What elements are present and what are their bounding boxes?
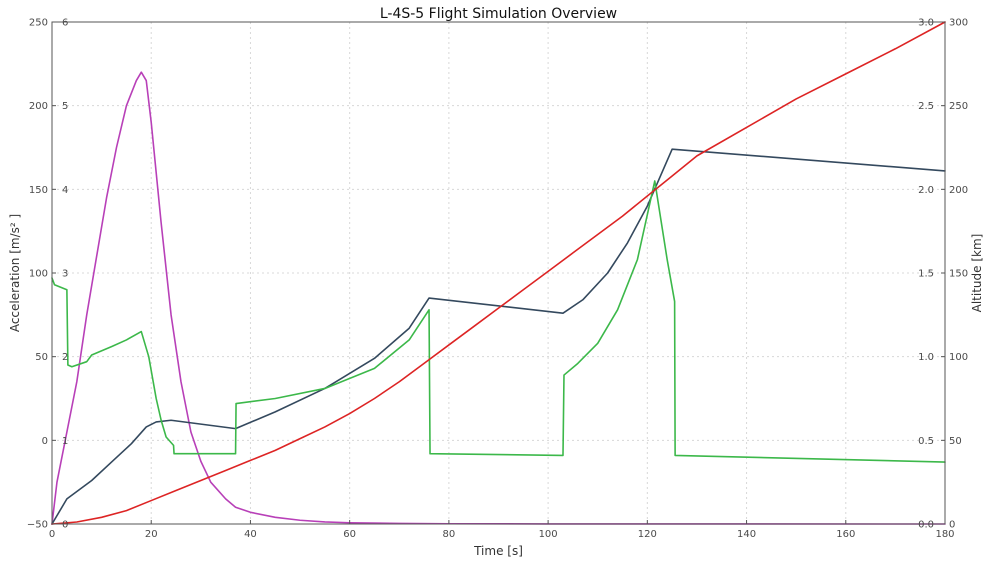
y-right-axis-label: Altitude [km] — [970, 234, 984, 313]
x-tick-label: 60 — [343, 529, 356, 540]
x-tick-label: 160 — [836, 529, 855, 540]
y-left-outer-tick-label: 0 — [42, 436, 48, 447]
y-left-inner-tick-label: 4 — [62, 185, 68, 196]
y-right-outer-tick-label: 300 — [949, 18, 968, 29]
y-right-outer-tick-label: 150 — [949, 269, 968, 280]
y-left-outer-tick-label: 100 — [29, 269, 48, 280]
y-left-outer-tick-label: 150 — [29, 185, 48, 196]
x-tick-label: 0 — [49, 529, 55, 540]
y-left-inner-tick-label: 5 — [62, 101, 68, 112]
y-left-inner-tick-label: 0 — [62, 520, 68, 531]
y-left-inner-tick-label: 6 — [62, 18, 68, 29]
x-tick-label: 140 — [737, 529, 756, 540]
y-left-outer-tick-label: 200 — [29, 101, 48, 112]
y-right-outer-tick-label: 100 — [949, 352, 968, 363]
tick-layer: 0 20 40 60 80 100 120 140 160 180−500501001502002… — [27, 18, 968, 541]
y-right-outer-tick-label: 250 — [949, 101, 968, 112]
y-right-inner-tick-label: 2.5 — [918, 101, 934, 112]
y-right-inner-tick-label: 2.0 — [918, 185, 934, 196]
y-right-inner-tick-label: 0.0 — [918, 520, 934, 531]
y-right-outer-tick-label: 0 — [949, 520, 955, 531]
y-right-inner-tick-label: 1.5 — [918, 269, 934, 280]
y-left-outer-tick-label: −50 — [27, 520, 48, 531]
x-tick-label: 40 — [244, 529, 257, 540]
y-right-inner-tick-label: 3.0 — [918, 18, 934, 29]
grid-layer — [52, 22, 945, 524]
x-tick-label: 20 — [145, 529, 158, 540]
y-left-inner-tick-label: 2 — [62, 352, 68, 363]
series-line-4 — [51, 21, 946, 525]
x-tick-label: 100 — [539, 529, 558, 540]
x-tick-label: 120 — [638, 529, 657, 540]
x-tick-label: 80 — [443, 529, 456, 540]
chart-title: L-4S-5 Flight Simulation Overview — [380, 6, 617, 22]
y-left-axis-label: Acceleration [m/s² ] — [8, 214, 22, 332]
y-left-inner-tick-label: 3 — [62, 269, 68, 280]
series-line-1 — [51, 71, 946, 525]
series-layer — [51, 21, 946, 525]
y-left-inner-tick-label: 1 — [62, 436, 68, 447]
y-right-inner-tick-label: 0.5 — [918, 436, 934, 447]
y-left-outer-tick-label: 50 — [35, 352, 48, 363]
x-axis-label: Time [s] — [473, 544, 523, 558]
y-left-outer-tick-label: 250 — [29, 18, 48, 29]
y-right-inner-tick-label: 1.0 — [918, 352, 934, 363]
y-right-outer-tick-label: 200 — [949, 185, 968, 196]
series-line-2 — [51, 148, 946, 525]
series-line-3 — [51, 180, 946, 463]
x-tick-label: 180 — [935, 529, 954, 540]
y-right-outer-tick-label: 50 — [949, 436, 962, 447]
